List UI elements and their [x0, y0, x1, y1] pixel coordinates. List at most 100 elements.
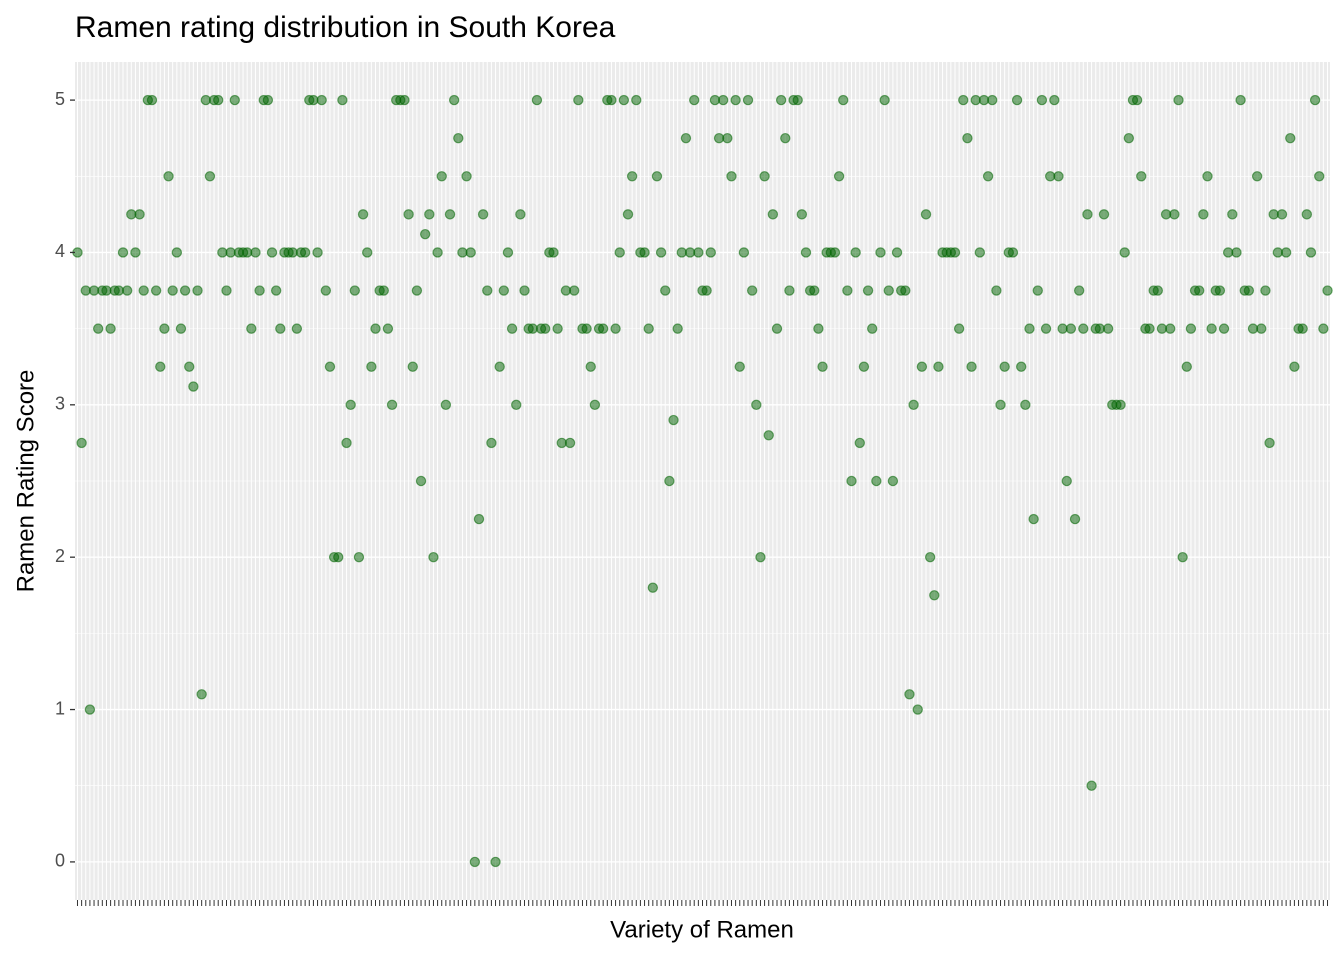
- point: [597, 323, 609, 334]
- point: [453, 132, 464, 144]
- point: [1123, 132, 1135, 144]
- point: [887, 475, 899, 487]
- point: [982, 171, 994, 182]
- point: [875, 247, 886, 258]
- point: [341, 437, 352, 449]
- point: [908, 399, 919, 411]
- point: [1028, 513, 1039, 525]
- point: [1305, 247, 1317, 258]
- point: [610, 323, 621, 334]
- point: [403, 209, 414, 220]
- point: [643, 323, 654, 334]
- point: [1322, 285, 1333, 296]
- point: [511, 399, 522, 411]
- y-tick-label: 4: [55, 241, 65, 261]
- y-tick-label: 5: [55, 89, 65, 109]
- point: [883, 285, 894, 296]
- point: [1024, 323, 1035, 334]
- point: [1218, 323, 1230, 334]
- y-tick-label: 3: [55, 394, 65, 414]
- point: [134, 209, 145, 220]
- y-tick-label: 2: [55, 546, 65, 566]
- point: [639, 247, 650, 258]
- x-axis-label: Variety of Ramen: [610, 916, 794, 943]
- point: [370, 323, 381, 334]
- point: [780, 132, 791, 144]
- point: [999, 361, 1010, 372]
- point: [660, 285, 671, 296]
- point: [320, 285, 332, 296]
- point: [1020, 399, 1031, 411]
- point: [407, 361, 418, 372]
- point: [879, 94, 890, 106]
- point: [701, 285, 712, 296]
- points: [72, 94, 1333, 868]
- point: [1214, 285, 1226, 296]
- point: [589, 399, 601, 411]
- point: [531, 94, 543, 106]
- point: [771, 323, 783, 334]
- point: [929, 590, 940, 601]
- point: [1032, 285, 1043, 296]
- point: [1165, 323, 1176, 334]
- point: [1285, 132, 1296, 144]
- point: [229, 94, 240, 106]
- point: [1181, 361, 1192, 372]
- point: [962, 132, 973, 144]
- point: [324, 361, 336, 372]
- point: [867, 323, 878, 334]
- point: [1297, 323, 1308, 334]
- point: [1301, 209, 1313, 220]
- point: [722, 132, 733, 144]
- point: [333, 551, 344, 563]
- point: [622, 209, 634, 220]
- point: [829, 247, 841, 258]
- point: [1314, 171, 1325, 182]
- point: [432, 247, 443, 258]
- point: [117, 247, 129, 258]
- point: [1235, 94, 1246, 106]
- point: [1073, 285, 1085, 296]
- point: [266, 247, 278, 258]
- point: [958, 94, 969, 106]
- point: [813, 323, 824, 334]
- point: [689, 94, 700, 106]
- point: [382, 323, 394, 334]
- y-axis-label: Ramen Rating Score: [12, 370, 39, 593]
- point: [1231, 247, 1242, 258]
- point: [1078, 323, 1089, 334]
- point: [477, 209, 489, 220]
- point: [316, 94, 327, 106]
- point: [357, 209, 369, 220]
- point: [585, 361, 596, 372]
- point: [1136, 171, 1147, 182]
- point: [838, 94, 849, 106]
- point: [817, 361, 828, 372]
- point: [1194, 285, 1205, 296]
- grid: [75, 62, 1330, 900]
- point: [833, 171, 845, 182]
- point: [155, 361, 166, 372]
- point: [912, 704, 923, 715]
- point: [1318, 323, 1329, 334]
- point: [184, 361, 195, 372]
- point: [121, 285, 133, 296]
- point: [1264, 437, 1275, 449]
- point: [270, 285, 282, 296]
- point: [647, 582, 659, 593]
- point: [800, 247, 812, 258]
- point: [353, 551, 365, 563]
- point: [105, 323, 116, 334]
- point: [188, 381, 199, 392]
- point: [473, 513, 485, 525]
- point: [949, 247, 961, 258]
- point: [76, 437, 87, 449]
- point: [1053, 171, 1064, 182]
- y-tick-label: 1: [55, 698, 65, 718]
- point: [1206, 323, 1217, 334]
- point: [92, 323, 104, 334]
- axes: 0 1 2 3 4 5: [55, 89, 1329, 906]
- point: [312, 247, 323, 258]
- point: [672, 323, 683, 334]
- point: [498, 285, 510, 296]
